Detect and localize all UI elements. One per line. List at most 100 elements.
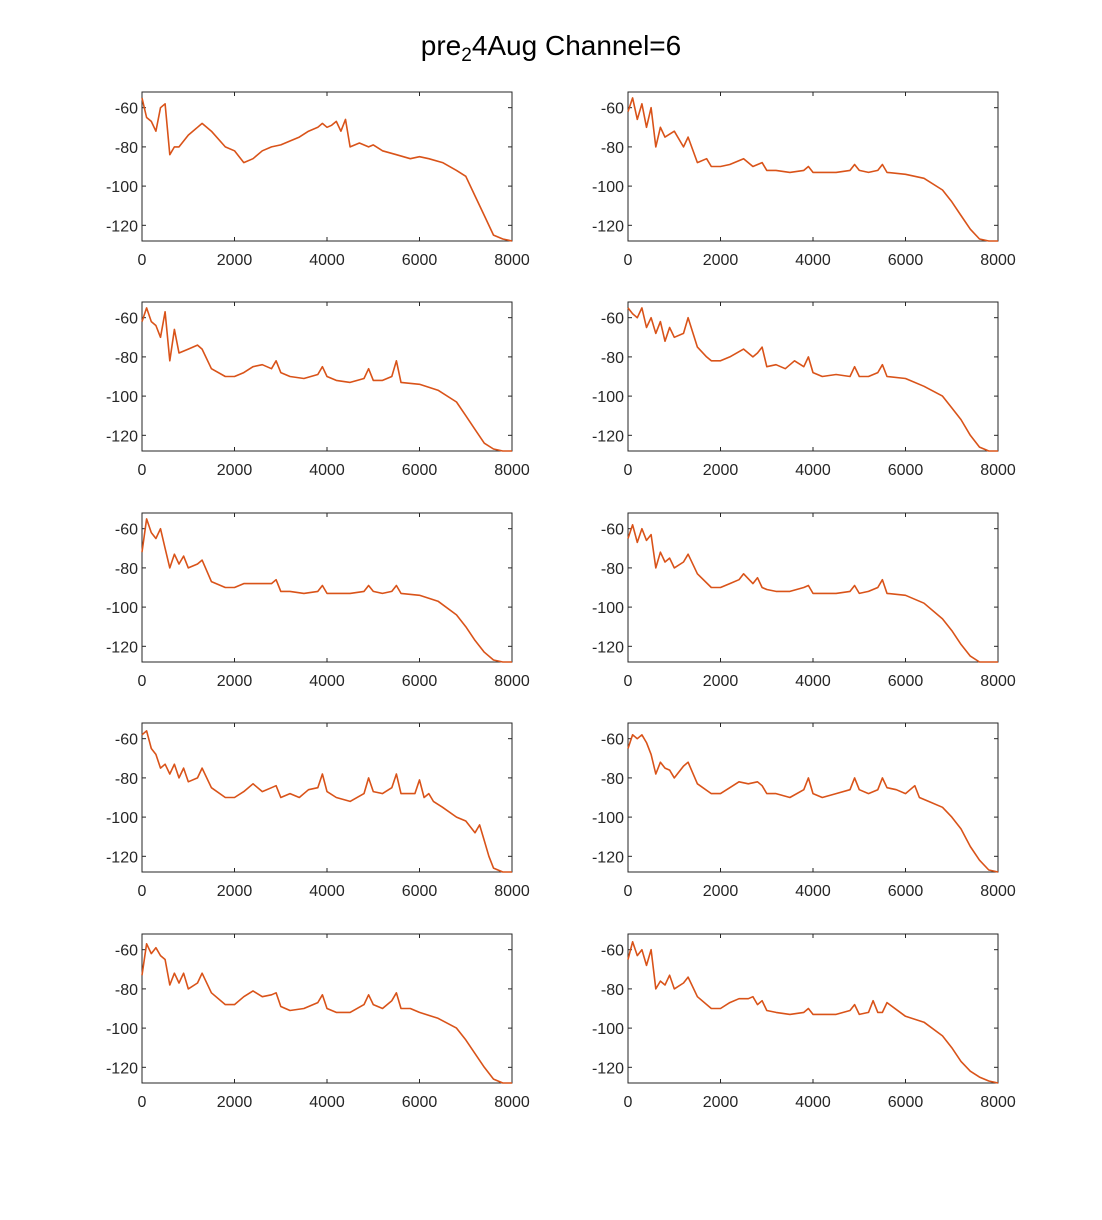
x-tick-label: 4000 (309, 673, 345, 690)
x-tick-label: 4000 (795, 462, 831, 479)
x-tick-label: 8000 (494, 673, 530, 690)
x-tick-label: 2000 (703, 252, 739, 269)
x-tick-label: 2000 (703, 1094, 739, 1111)
x-tick-label: 8000 (980, 252, 1016, 269)
series-line (627, 97, 998, 242)
series-line (627, 307, 998, 452)
series-line (141, 942, 512, 1084)
y-tick-label: -120 (592, 849, 624, 866)
series-line (627, 733, 999, 873)
x-tick-label: 2000 (217, 883, 253, 900)
y-tick-label: -80 (601, 561, 624, 578)
x-tick-label: 2000 (217, 462, 253, 479)
title-main: pre (420, 30, 462, 61)
y-tick-label: -100 (592, 1021, 624, 1038)
y-tick-label: -60 (115, 943, 138, 960)
y-tick-label: -120 (592, 428, 624, 445)
axes-box (627, 512, 999, 663)
y-tick-label: -100 (106, 600, 138, 617)
x-tick-label: 0 (624, 462, 633, 479)
x-tick-label: 0 (138, 1094, 147, 1111)
x-tick-label: 0 (624, 883, 633, 900)
y-tick-label: -60 (115, 101, 138, 118)
y-tick-label: -80 (601, 350, 624, 367)
y-tick-label: -60 (601, 522, 624, 539)
y-tick-label: -60 (601, 311, 624, 328)
axes-box (627, 301, 999, 452)
x-tick-label: 8000 (494, 252, 530, 269)
subplot-4: 0 2000 4000 6000 8000 -60 -80 -100 -120 (592, 301, 1016, 479)
subplot-7: 0 2000 4000 6000 8000 -60 -80 -100 -120 (106, 722, 530, 900)
y-tick-label: -60 (115, 522, 138, 539)
subplot-10: 0 2000 4000 6000 8000 -60 -80 -100 -120 (592, 933, 1016, 1111)
x-tick-label: 6000 (402, 252, 438, 269)
y-tick-label: -60 (115, 732, 138, 749)
x-tick-label: 6000 (888, 462, 924, 479)
x-tick-label: 0 (624, 1094, 633, 1111)
y-tick-label: -60 (601, 943, 624, 960)
subplot-6: 0 2000 4000 6000 8000 -60 -80 -100 -120 (592, 512, 1016, 690)
series-line (141, 518, 512, 663)
x-tick-label: 2000 (217, 673, 253, 690)
axes-box (627, 933, 999, 1084)
x-tick-label: 6000 (888, 1094, 924, 1111)
axes-box (627, 722, 999, 873)
y-tick-label: -100 (592, 810, 624, 827)
y-tick-label: -80 (601, 140, 624, 157)
y-tick-label: -80 (601, 771, 624, 788)
x-tick-label: 2000 (703, 673, 739, 690)
x-tick-label: 8000 (494, 1094, 530, 1111)
y-tick-label: -120 (106, 849, 138, 866)
y-tick-label: -120 (592, 1060, 624, 1077)
axes-box (141, 512, 513, 663)
x-tick-label: 4000 (309, 883, 345, 900)
x-tick-label: 2000 (703, 462, 739, 479)
y-tick-label: -100 (106, 179, 138, 196)
y-tick-label: -80 (601, 982, 624, 999)
x-tick-label: 4000 (309, 462, 345, 479)
figure-title: pre24Aug Channel=6 (0, 30, 1102, 67)
y-tick-label: -80 (115, 561, 138, 578)
y-tick-label: -120 (592, 639, 624, 656)
x-tick-label: 6000 (402, 673, 438, 690)
x-tick-label: 4000 (795, 1094, 831, 1111)
subplot-1: 0 2000 4000 6000 8000 -60 -80 -100 -120 (106, 91, 530, 269)
series-line (141, 97, 513, 242)
x-tick-label: 8000 (494, 883, 530, 900)
x-tick-label: 6000 (402, 883, 438, 900)
x-tick-label: 6000 (888, 673, 924, 690)
y-tick-label: -120 (106, 639, 138, 656)
x-tick-label: 6000 (402, 462, 438, 479)
x-tick-label: 0 (138, 462, 147, 479)
y-tick-label: -100 (592, 600, 624, 617)
y-tick-label: -60 (115, 311, 138, 328)
title-subscript: 2 (461, 45, 472, 66)
x-tick-label: 2000 (217, 1094, 253, 1111)
y-tick-label: -100 (106, 810, 138, 827)
subplot-5: 0 2000 4000 6000 8000 -60 -80 -100 -120 (106, 512, 530, 690)
y-tick-label: -60 (601, 101, 624, 118)
x-tick-label: 2000 (217, 252, 253, 269)
y-tick-label: -100 (106, 1021, 138, 1038)
x-tick-label: 4000 (309, 252, 345, 269)
x-tick-label: 2000 (703, 883, 739, 900)
axes-box (141, 91, 513, 242)
x-tick-label: 4000 (795, 673, 831, 690)
y-tick-label: -120 (106, 428, 138, 445)
x-tick-label: 8000 (980, 673, 1016, 690)
x-tick-label: 4000 (309, 1094, 345, 1111)
axes-box (141, 722, 513, 873)
subplot-9: 0 2000 4000 6000 8000 -60 -80 -100 -120 (106, 933, 530, 1111)
x-tick-label: 4000 (795, 883, 831, 900)
x-tick-label: 6000 (888, 252, 924, 269)
x-tick-label: 0 (138, 883, 147, 900)
y-tick-label: -80 (115, 982, 138, 999)
y-tick-label: -120 (106, 1060, 138, 1077)
subplot-3: 0 2000 4000 6000 8000 -60 -80 -100 -120 (106, 301, 530, 479)
series-line (141, 729, 512, 873)
y-tick-label: -120 (592, 218, 624, 235)
x-tick-label: 0 (624, 252, 633, 269)
y-tick-label: -80 (115, 771, 138, 788)
x-tick-label: 6000 (402, 1094, 438, 1111)
